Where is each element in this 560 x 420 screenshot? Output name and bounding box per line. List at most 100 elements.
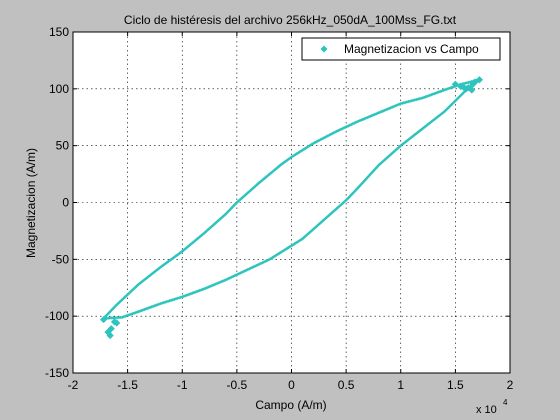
legend: Magnetizacion vs Campo	[301, 37, 501, 61]
lower-branch-point	[386, 154, 391, 159]
lower-branch-point	[174, 297, 178, 301]
scatter-point	[104, 328, 112, 336]
scatter-point	[471, 78, 479, 86]
upper-branch-point	[221, 214, 226, 218]
upper-branch-point	[231, 204, 236, 208]
upper-branch-point	[227, 208, 231, 213]
upper-branch-point	[374, 112, 378, 116]
y-tick-label: -100	[45, 309, 69, 323]
upper-branch-point	[223, 213, 227, 217]
y-tick-label: 150	[49, 25, 69, 39]
upper-branch-point	[397, 102, 401, 106]
lower-branch-point	[183, 294, 187, 298]
upper-branch-point	[238, 197, 243, 201]
lower-branch-point	[126, 313, 130, 317]
scatter-point	[468, 86, 476, 94]
lower-branch-point	[359, 182, 364, 186]
lower-branch-point	[206, 285, 211, 289]
upper-branch-point	[384, 107, 388, 112]
upper-branch-point	[276, 165, 280, 169]
lower-branch-point	[306, 231, 311, 236]
x-tick-label: 1	[397, 378, 404, 392]
legend-box	[301, 37, 501, 61]
lower-branch-point	[365, 176, 369, 180]
y-tick-label: -50	[52, 252, 70, 266]
lower-branch-point	[373, 166, 378, 171]
x-tick-label: -0.5	[227, 378, 248, 392]
upper-branch-point	[138, 281, 142, 286]
x-tick-label: 2	[507, 378, 514, 392]
lower-branch-point	[345, 197, 349, 201]
upper-branch-point	[255, 182, 260, 186]
upper-branch-point	[106, 312, 110, 316]
x-tick-label: -1	[177, 378, 188, 392]
x-multiplier-exponent: 4	[503, 398, 508, 407]
lower-branch-point	[370, 170, 375, 174]
upper-branch-point	[425, 94, 429, 99]
lower-branch-point	[299, 238, 303, 242]
upper-branch-point	[263, 176, 267, 180]
upper-branch-point	[236, 199, 240, 204]
lower-branch-point	[238, 271, 243, 275]
upper-branch-point	[175, 253, 179, 257]
upper-branch-point	[264, 175, 268, 179]
y-tick-label: 100	[49, 82, 69, 96]
upper-branch-point	[432, 91, 436, 96]
lower-branch-point	[231, 274, 235, 279]
plot-area	[73, 32, 510, 373]
y-tick-label: -150	[45, 366, 69, 380]
upper-branch-point	[121, 296, 126, 301]
scatter-point	[464, 84, 473, 92]
lower-branch-point	[168, 299, 172, 303]
lower-branch-point	[437, 113, 442, 118]
lower-branch-point	[289, 243, 294, 248]
lower-branch-point	[154, 303, 158, 307]
x-tick-label: 0.5	[338, 378, 355, 392]
lower-branch-point	[284, 247, 288, 251]
scatter-point	[460, 84, 468, 92]
lower-branch-point	[151, 304, 155, 309]
upper-branch-point	[293, 152, 298, 157]
upper-branch-point	[128, 290, 133, 294]
lower-branch-point	[400, 142, 404, 147]
scatter-point	[451, 80, 459, 88]
lower-branch-point	[237, 271, 241, 276]
lower-branch-point	[211, 283, 215, 287]
lower-branch-point	[461, 91, 465, 96]
lower-branch-point	[164, 300, 169, 304]
axis-ticks	[72, 31, 511, 374]
lower-branch-point	[382, 158, 386, 163]
upper-branch-point	[326, 134, 330, 138]
lower-branch-point	[442, 109, 447, 114]
axis-tick-labels: -2 -1.5 -1 -0.5 0 0.5 1 1.5 2 -150 -100 -50 0 50 100 15…	[45, 25, 514, 392]
upper-branch-point	[172, 255, 177, 259]
upper-branch-point	[170, 257, 174, 261]
lower-branch-point	[448, 104, 452, 108]
upper-branch-point	[150, 271, 155, 276]
upper-branch-point	[303, 146, 307, 151]
upper-branch-point	[189, 242, 193, 247]
upper-branch-point	[234, 201, 238, 206]
upper-branch-point	[148, 273, 152, 278]
scatter-point	[475, 76, 484, 84]
upper-branch-point	[190, 241, 194, 245]
upper-branch-point	[378, 110, 383, 114]
upper-branch-point	[380, 109, 384, 114]
upper-branch-point	[134, 284, 138, 289]
upper-branch-point	[355, 120, 359, 124]
upper-branch-point	[343, 125, 348, 129]
x-multiplier-base: x 10	[476, 404, 497, 416]
lower-branch-point	[180, 295, 184, 299]
lower-branch-point	[383, 157, 387, 162]
lower-branch-point	[454, 98, 458, 102]
upper-branch-point	[120, 297, 125, 302]
lower-branch-point	[311, 227, 316, 231]
scatter-point	[106, 331, 114, 340]
lower-branch-point	[455, 97, 459, 101]
upper-branch-point	[314, 140, 318, 144]
lower-branch-point	[155, 303, 160, 307]
lower-branch-point	[308, 230, 312, 235]
scatter-point	[469, 80, 477, 88]
upper-branch-point	[254, 183, 258, 188]
scatter-point	[457, 82, 465, 91]
